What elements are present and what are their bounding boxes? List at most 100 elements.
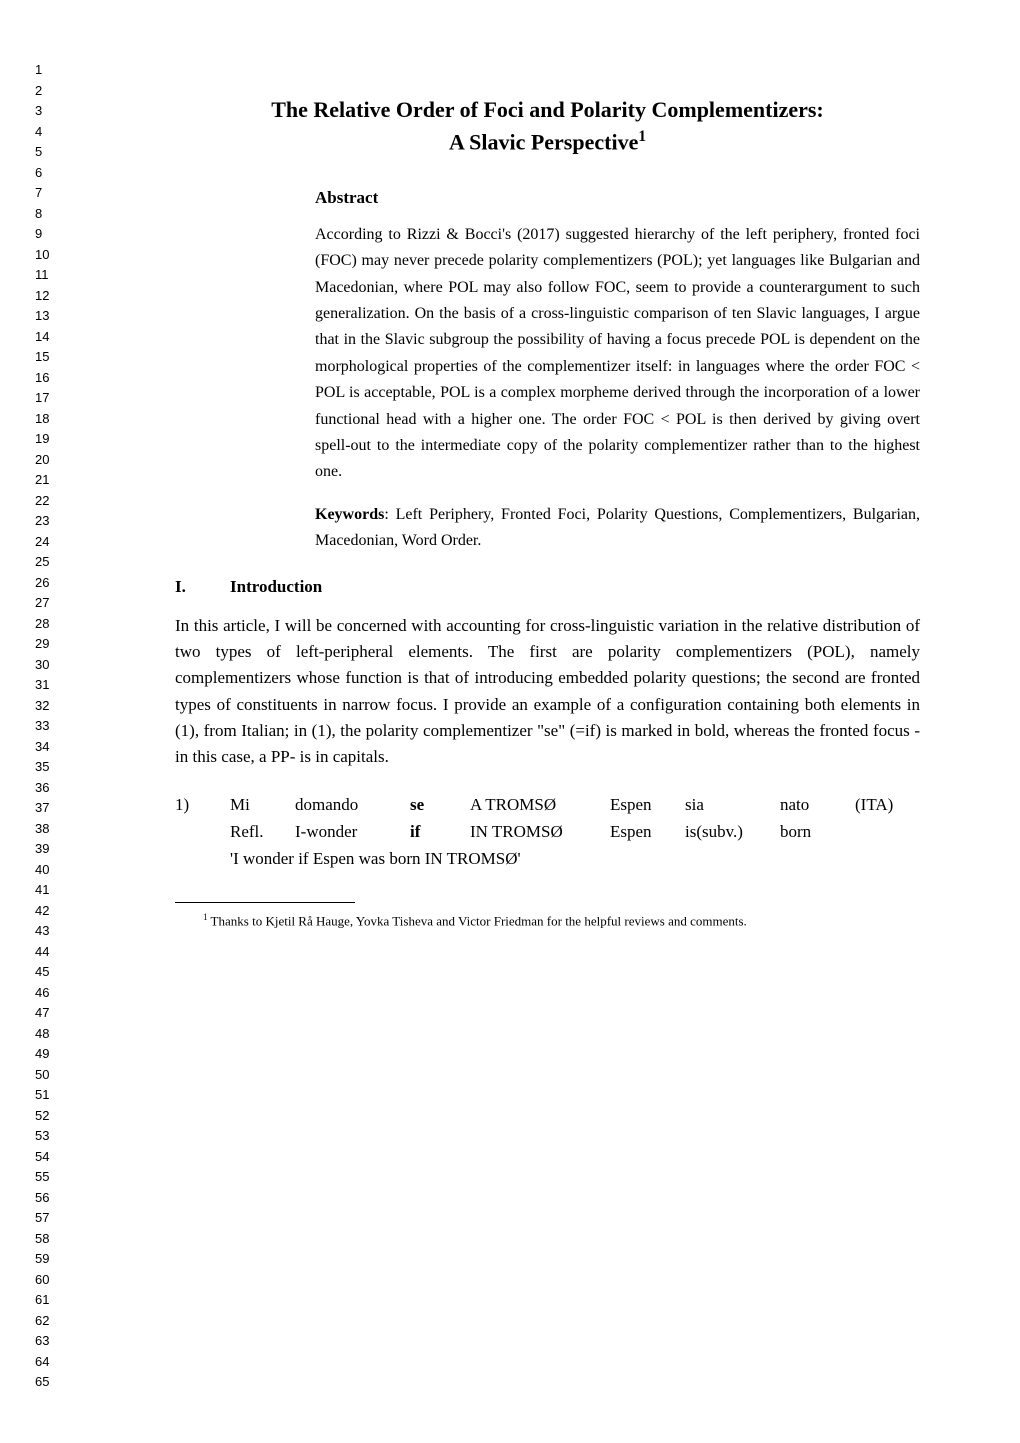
line-number: 8 [35,204,49,225]
line-number: 20 [35,450,49,471]
page-content: The Relative Order of Foci and Polarity … [175,95,920,931]
footnote-text: Thanks to Kjetil Rå Hauge, Yovka Tisheva… [208,914,747,929]
line-number: 64 [35,1352,49,1373]
abstract-heading: Abstract [315,188,920,208]
line-number: 1 [35,60,49,81]
ex1-r2-c6: is(subv.) [685,818,780,845]
ex1-r1-c7: nato [780,791,855,818]
line-number: 26 [35,573,49,594]
line-number: 33 [35,716,49,737]
keywords-text: : Left Periphery, Fronted Foci, Polarity… [315,506,920,549]
ex1-r1-c4: A TROMSØ [470,791,610,818]
example-1-gloss: 'I wonder if Espen was born IN TROMSØ' [175,845,920,872]
ex1-r2-c3: if [410,818,470,845]
line-number: 47 [35,1003,49,1024]
line-number: 21 [35,470,49,491]
line-number: 30 [35,655,49,676]
line-number: 65 [35,1372,49,1393]
line-number: 57 [35,1208,49,1229]
line-number: 37 [35,798,49,819]
line-number: 34 [35,737,49,758]
line-number: 42 [35,901,49,922]
line-number: 15 [35,347,49,368]
line-number: 9 [35,224,49,245]
line-number: 17 [35,388,49,409]
ex1-gloss-text: 'I wonder if Espen was born IN TROMSØ' [230,845,521,872]
line-number: 58 [35,1229,49,1250]
line-number: 29 [35,634,49,655]
body-paragraph-1: In this article, I will be concerned wit… [175,613,920,771]
ex1-gloss-spacer [175,845,230,872]
line-number: 36 [35,778,49,799]
line-number: 35 [35,757,49,778]
example-1-row-2: Refl. I-wonder if IN TROMSØ Espen is(sub… [175,818,920,845]
line-number: 14 [35,327,49,348]
section-number: I. [175,577,230,597]
line-number: 32 [35,696,49,717]
line-number: 19 [35,429,49,450]
line-number: 12 [35,286,49,307]
line-number: 38 [35,819,49,840]
ex1-r1-c6: sia [685,791,780,818]
example-number: 1) [175,791,230,818]
line-number: 10 [35,245,49,266]
line-number: 54 [35,1147,49,1168]
keywords-label: Keywords [315,506,384,523]
line-number: 55 [35,1167,49,1188]
line-number: 39 [35,839,49,860]
line-number: 46 [35,983,49,1004]
ex1-r1-c1: Mi [230,791,295,818]
keywords-block: Keywords: Left Periphery, Fronted Foci, … [315,502,920,555]
line-number: 24 [35,532,49,553]
line-number: 41 [35,880,49,901]
ex1-r2-c5: Espen [610,818,685,845]
line-number: 3 [35,101,49,122]
ex1-r1-c8: (ITA) [855,791,893,818]
ex1-r2-c2: I-wonder [295,818,410,845]
abstract-body: According to Rizzi & Bocci's (2017) sugg… [315,222,920,486]
ex1-r1-c5: Espen [610,791,685,818]
ex1-r1-c3: se [410,791,470,818]
ex1-r1-c2: domando [295,791,410,818]
line-number-gutter: 1234567891011121314151617181920212223242… [35,60,49,1393]
line-number: 50 [35,1065,49,1086]
line-number: 18 [35,409,49,430]
line-number: 7 [35,183,49,204]
ex1-r2-spacer [175,818,230,845]
line-number: 16 [35,368,49,389]
line-number: 11 [35,265,49,286]
line-number: 4 [35,122,49,143]
footnote-1: 1 Thanks to Kjetil Rå Hauge, Yovka Tishe… [175,911,920,931]
line-number: 43 [35,921,49,942]
line-number: 56 [35,1188,49,1209]
line-number: 63 [35,1331,49,1352]
line-number: 23 [35,511,49,532]
line-number: 62 [35,1311,49,1332]
ex1-r2-c4: IN TROMSØ [470,818,610,845]
line-number: 44 [35,942,49,963]
example-1-row-1: 1) Mi domando se A TROMSØ Espen sia nato… [175,791,920,818]
title-line-1: The Relative Order of Foci and Polarity … [271,97,824,122]
line-number: 51 [35,1085,49,1106]
line-number: 59 [35,1249,49,1270]
line-number: 52 [35,1106,49,1127]
section-1-heading: I.Introduction [175,577,920,597]
line-number: 28 [35,614,49,635]
line-number: 49 [35,1044,49,1065]
section-title: Introduction [230,577,322,596]
line-number: 5 [35,142,49,163]
footnote-rule [175,902,355,903]
ex1-r2-c1: Refl. [230,818,295,845]
example-1: 1) Mi domando se A TROMSØ Espen sia nato… [175,791,920,873]
line-number: 13 [35,306,49,327]
line-number: 27 [35,593,49,614]
line-number: 6 [35,163,49,184]
line-number: 22 [35,491,49,512]
paper-title: The Relative Order of Foci and Polarity … [175,95,920,158]
line-number: 31 [35,675,49,696]
title-line-2: A Slavic Perspective [449,129,638,154]
ex1-r2-c7: born [780,818,855,845]
line-number: 40 [35,860,49,881]
title-footnote-mark: 1 [638,128,646,145]
line-number: 45 [35,962,49,983]
